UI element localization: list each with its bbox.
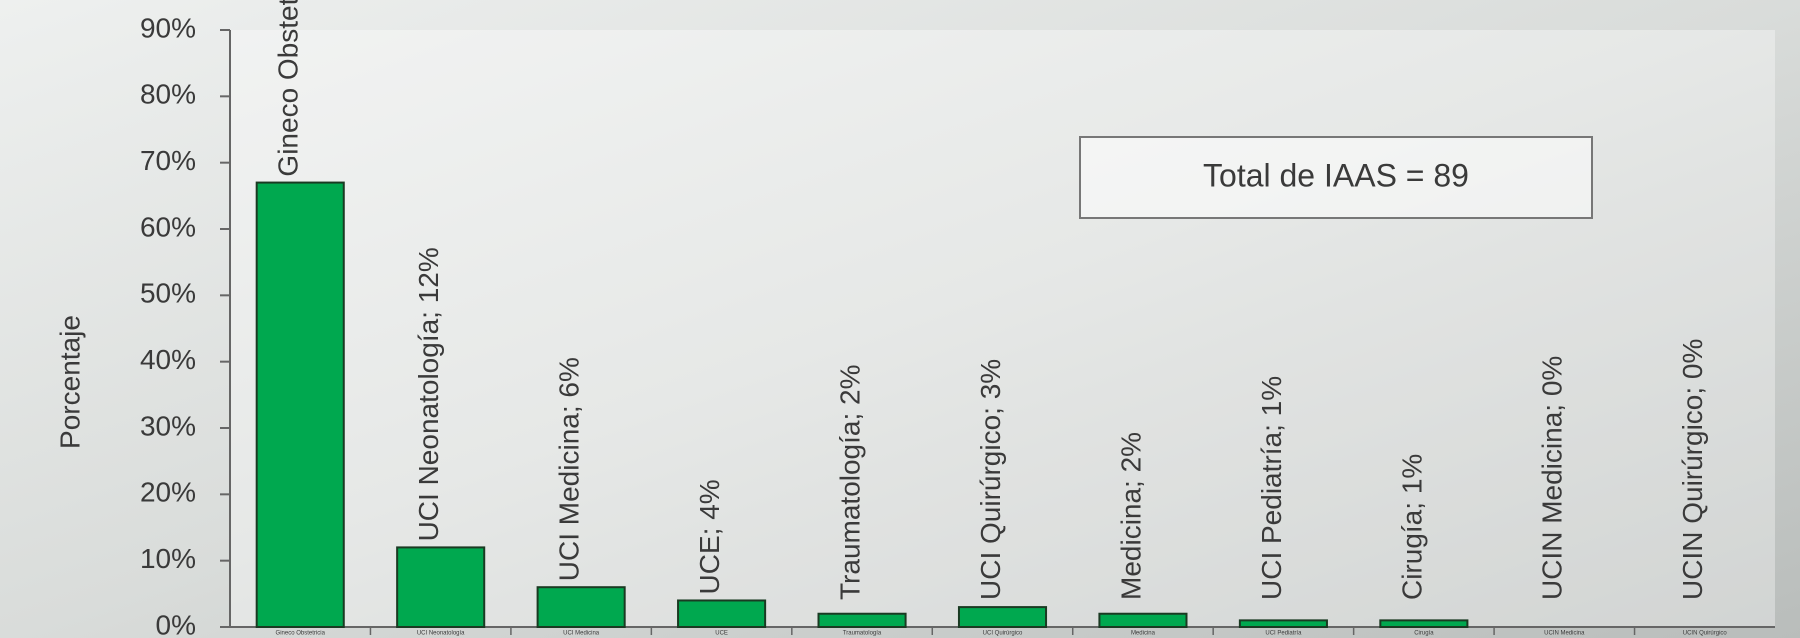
bar xyxy=(1238,619,1328,628)
bar xyxy=(255,181,345,628)
data-label: Gineco Obstetricia; 67% xyxy=(273,0,304,177)
annotation: Total de IAAS = 89 xyxy=(1203,157,1469,193)
bar xyxy=(536,586,626,629)
data-label: Medicina; 2% xyxy=(1115,432,1146,600)
data-label: UCIN Quirúrgico; 0% xyxy=(1677,339,1708,600)
data-label: UCI Quirúrgico; 3% xyxy=(975,359,1006,600)
x-tick-label: UCI Medicina xyxy=(563,631,600,637)
x-tick-label: UCI Quirúrgico xyxy=(983,631,1023,637)
plot-area xyxy=(230,30,1775,627)
y-tick-label: 70% xyxy=(140,145,196,176)
y-tick-label: 90% xyxy=(140,12,196,43)
data-label: Cirugía; 1% xyxy=(1396,454,1427,600)
data-label: UCI Medicina; 6% xyxy=(554,357,585,581)
data-label: UCIN Medicina; 0% xyxy=(1537,356,1568,600)
x-tick-label: Gineco Obstetricia xyxy=(276,631,326,637)
y-tick-label: 50% xyxy=(140,278,196,309)
x-tick-label: Medicina xyxy=(1131,631,1156,637)
bar xyxy=(396,546,486,629)
data-label: UCI Neonatología; 12% xyxy=(413,247,444,541)
y-tick-label: 0% xyxy=(156,609,196,638)
x-tick-label: Traumatología xyxy=(843,631,882,637)
y-axis-label: Porcentaje xyxy=(54,315,85,449)
y-tick-label: 10% xyxy=(140,543,196,574)
bar xyxy=(957,606,1048,628)
y-tick-label: 80% xyxy=(140,79,196,110)
y-tick-label: 60% xyxy=(140,211,196,242)
y-tick-label: 20% xyxy=(140,477,196,508)
x-tick-label: UCIN Medicina xyxy=(1544,631,1585,637)
bar xyxy=(677,599,767,629)
data-label: Traumatología; 2% xyxy=(834,364,865,600)
y-tick-label: 40% xyxy=(140,344,196,375)
x-tick-label: Cirugía xyxy=(1414,631,1434,637)
data-label: UCE; 4% xyxy=(694,479,725,594)
y-tick-label: 30% xyxy=(140,410,196,441)
x-tick-label: UCIN Quirúrgico xyxy=(1683,631,1728,637)
bar xyxy=(1098,612,1188,629)
x-tick-label: UCI Neonatología xyxy=(417,631,465,637)
x-tick-label: UCE xyxy=(715,631,728,637)
x-tick-label: UCI Pediatría xyxy=(1265,631,1302,637)
annotation-box xyxy=(1079,136,1593,219)
bar xyxy=(1379,619,1469,628)
bar xyxy=(817,612,907,629)
data-label: UCI Pediatría; 1% xyxy=(1256,376,1287,600)
